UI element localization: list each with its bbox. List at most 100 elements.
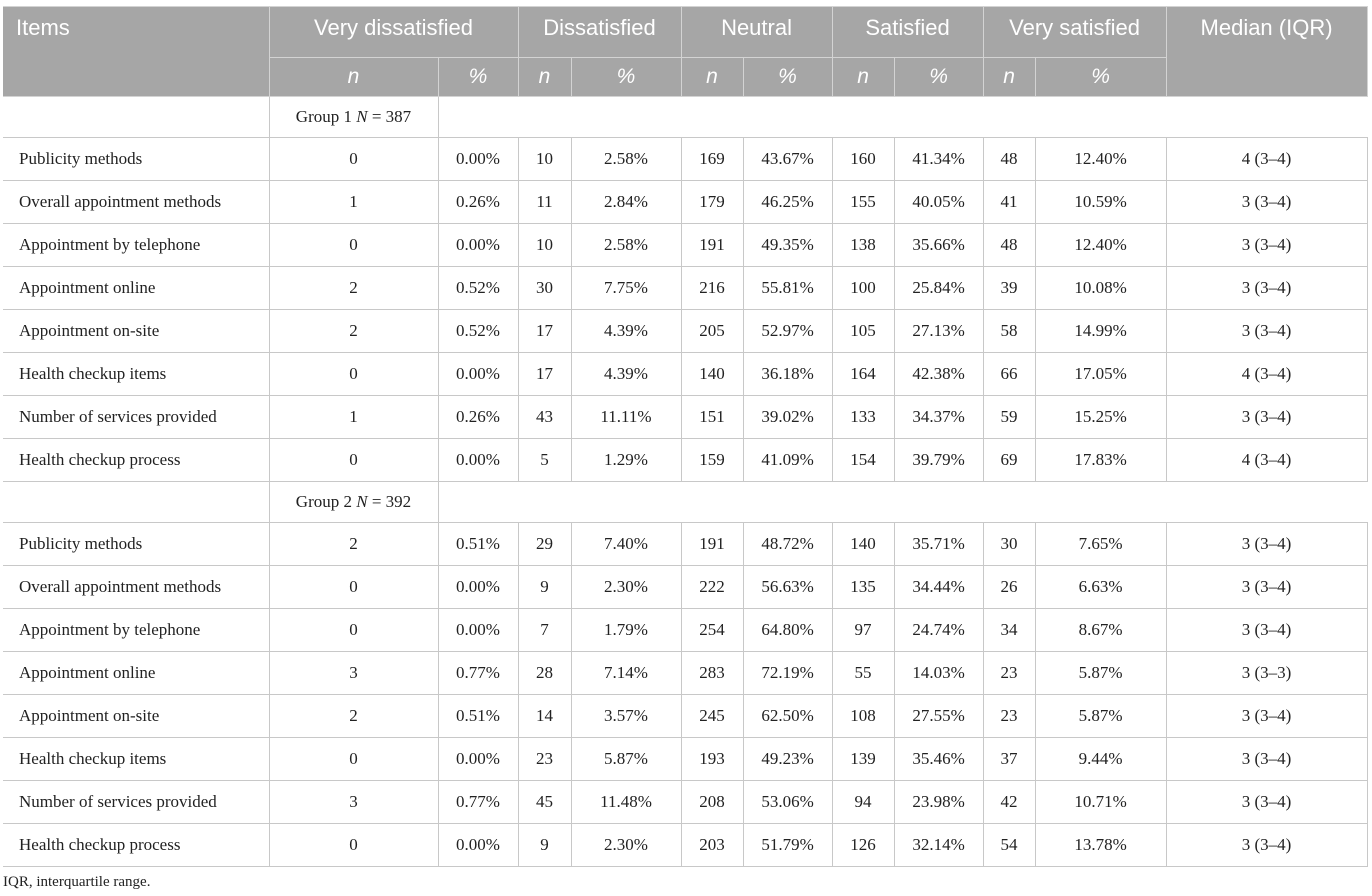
header-n: n [517, 57, 572, 97]
item-name-cell: Appointment online [3, 266, 270, 310]
table-row: Appointment on-site 2 0.51% 14 3.57% 245 62.50… [3, 694, 1368, 738]
dissatisfied-pct-cell: 1.29% [570, 438, 682, 482]
dissatisfied-pct-cell: 11.11% [570, 395, 682, 439]
group-2-label: Group 2 N = 392 [268, 481, 439, 523]
dissatisfied-n-cell: 5 [517, 438, 572, 482]
satisfied-pct-cell: 41.34% [893, 137, 984, 181]
header-items: Items [3, 6, 270, 97]
neutral-pct-cell: 56.63% [742, 565, 833, 609]
group-1-spacer [437, 96, 1368, 138]
dissatisfied-pct-cell: 3.57% [570, 694, 682, 738]
dissatisfied-n-cell: 17 [517, 309, 572, 353]
item-name-cell: Appointment online [3, 651, 270, 695]
satisfied-n-cell: 94 [831, 780, 895, 824]
header-neutral: Neutral [680, 6, 833, 58]
dissatisfied-n-cell: 28 [517, 651, 572, 695]
very-dissatisfied-n-cell: 1 [268, 180, 439, 224]
very-satisfied-n-cell: 39 [982, 266, 1036, 310]
very-dissatisfied-n-cell: 3 [268, 651, 439, 695]
table-row: Number of services provided 1 0.26% 43 11.11… [3, 395, 1368, 439]
neutral-n-cell: 169 [680, 137, 744, 181]
median-iqr-cell: 3 (3–4) [1165, 694, 1368, 738]
very-dissatisfied-pct-cell: 0.00% [437, 608, 519, 652]
dissatisfied-n-cell: 9 [517, 565, 572, 609]
dissatisfied-pct-cell: 7.40% [570, 522, 682, 566]
group-2-header-row: Group 2 N = 392 [3, 481, 1368, 523]
header-very-satisfied: Very satisfied [982, 6, 1167, 58]
item-name-cell: Number of services provided [3, 780, 270, 824]
header-n: n [268, 57, 439, 97]
median-iqr-cell: 3 (3–4) [1165, 608, 1368, 652]
very-satisfied-n-cell: 54 [982, 823, 1036, 867]
satisfied-pct-cell: 34.37% [893, 395, 984, 439]
item-name-cell: Overall appointment methods [3, 565, 270, 609]
dissatisfied-n-cell: 10 [517, 137, 572, 181]
item-name-cell: Number of services provided [3, 395, 270, 439]
very-dissatisfied-pct-cell: 0.00% [437, 223, 519, 267]
median-iqr-cell: 3 (3–4) [1165, 780, 1368, 824]
very-dissatisfied-n-cell: 0 [268, 823, 439, 867]
table-row: Publicity methods 0 0.00% 10 2.58% 169 43.67% 1… [3, 137, 1368, 181]
neutral-n-cell: 283 [680, 651, 744, 695]
very-satisfied-n-cell: 69 [982, 438, 1036, 482]
satisfied-pct-cell: 24.74% [893, 608, 984, 652]
header-dissatisfied: Dissatisfied [517, 6, 682, 58]
header-satisfied: Satisfied [831, 6, 984, 58]
neutral-n-cell: 191 [680, 522, 744, 566]
median-iqr-cell: 3 (3–4) [1165, 180, 1368, 224]
very-dissatisfied-pct-cell: 0.51% [437, 694, 519, 738]
very-dissatisfied-pct-cell: 0.00% [437, 823, 519, 867]
satisfied-pct-cell: 40.05% [893, 180, 984, 224]
item-name-cell: Health checkup items [3, 352, 270, 396]
satisfied-pct-cell: 23.98% [893, 780, 984, 824]
table-row: Appointment on-site 2 0.52% 17 4.39% 205 52.97… [3, 309, 1368, 353]
group-1-rows: Publicity methods 0 0.00% 10 2.58% 169 43.67% 1… [3, 137, 1368, 482]
satisfied-pct-cell: 14.03% [893, 651, 984, 695]
table-row: Publicity methods 2 0.51% 29 7.40% 191 48.72% 1… [3, 522, 1368, 566]
dissatisfied-pct-cell: 1.79% [570, 608, 682, 652]
item-name-cell: Health checkup items [3, 737, 270, 781]
satisfied-n-cell: 105 [831, 309, 895, 353]
dissatisfied-pct-cell: 2.58% [570, 223, 682, 267]
neutral-pct-cell: 72.19% [742, 651, 833, 695]
table-row: Overall appointment methods 1 0.26% 11 2.84%… [3, 180, 1368, 224]
very-satisfied-pct-cell: 5.87% [1034, 694, 1167, 738]
dissatisfied-n-cell: 45 [517, 780, 572, 824]
neutral-pct-cell: 36.18% [742, 352, 833, 396]
very-satisfied-pct-cell: 10.71% [1034, 780, 1167, 824]
group-1-header-row: Group 1 N = 387 [3, 96, 1368, 138]
very-dissatisfied-n-cell: 0 [268, 565, 439, 609]
neutral-pct-cell: 52.97% [742, 309, 833, 353]
median-iqr-cell: 3 (3–4) [1165, 565, 1368, 609]
very-dissatisfied-pct-cell: 0.26% [437, 180, 519, 224]
satisfied-n-cell: 138 [831, 223, 895, 267]
very-satisfied-n-cell: 23 [982, 651, 1036, 695]
very-satisfied-n-cell: 30 [982, 522, 1036, 566]
dissatisfied-n-cell: 14 [517, 694, 572, 738]
satisfied-n-cell: 100 [831, 266, 895, 310]
table-row: Appointment online 2 0.52% 30 7.75% 216 55.81%… [3, 266, 1368, 310]
very-dissatisfied-n-cell: 0 [268, 352, 439, 396]
very-satisfied-pct-cell: 8.67% [1034, 608, 1167, 652]
satisfied-n-cell: 97 [831, 608, 895, 652]
table-row: Health checkup items 0 0.00% 17 4.39% 140 36.1… [3, 352, 1368, 396]
satisfied-n-cell: 155 [831, 180, 895, 224]
very-satisfied-pct-cell: 10.08% [1034, 266, 1167, 310]
very-dissatisfied-n-cell: 0 [268, 223, 439, 267]
very-satisfied-n-cell: 59 [982, 395, 1036, 439]
neutral-pct-cell: 53.06% [742, 780, 833, 824]
dissatisfied-n-cell: 17 [517, 352, 572, 396]
median-iqr-cell: 3 (3–4) [1165, 266, 1368, 310]
median-iqr-cell: 3 (3–4) [1165, 395, 1368, 439]
satisfied-n-cell: 160 [831, 137, 895, 181]
satisfied-n-cell: 154 [831, 438, 895, 482]
satisfied-n-cell: 108 [831, 694, 895, 738]
neutral-n-cell: 191 [680, 223, 744, 267]
very-satisfied-n-cell: 37 [982, 737, 1036, 781]
very-satisfied-pct-cell: 12.40% [1034, 137, 1167, 181]
very-dissatisfied-pct-cell: 0.77% [437, 651, 519, 695]
very-dissatisfied-pct-cell: 0.00% [437, 737, 519, 781]
very-dissatisfied-pct-cell: 0.52% [437, 266, 519, 310]
very-dissatisfied-pct-cell: 0.51% [437, 522, 519, 566]
very-satisfied-pct-cell: 10.59% [1034, 180, 1167, 224]
